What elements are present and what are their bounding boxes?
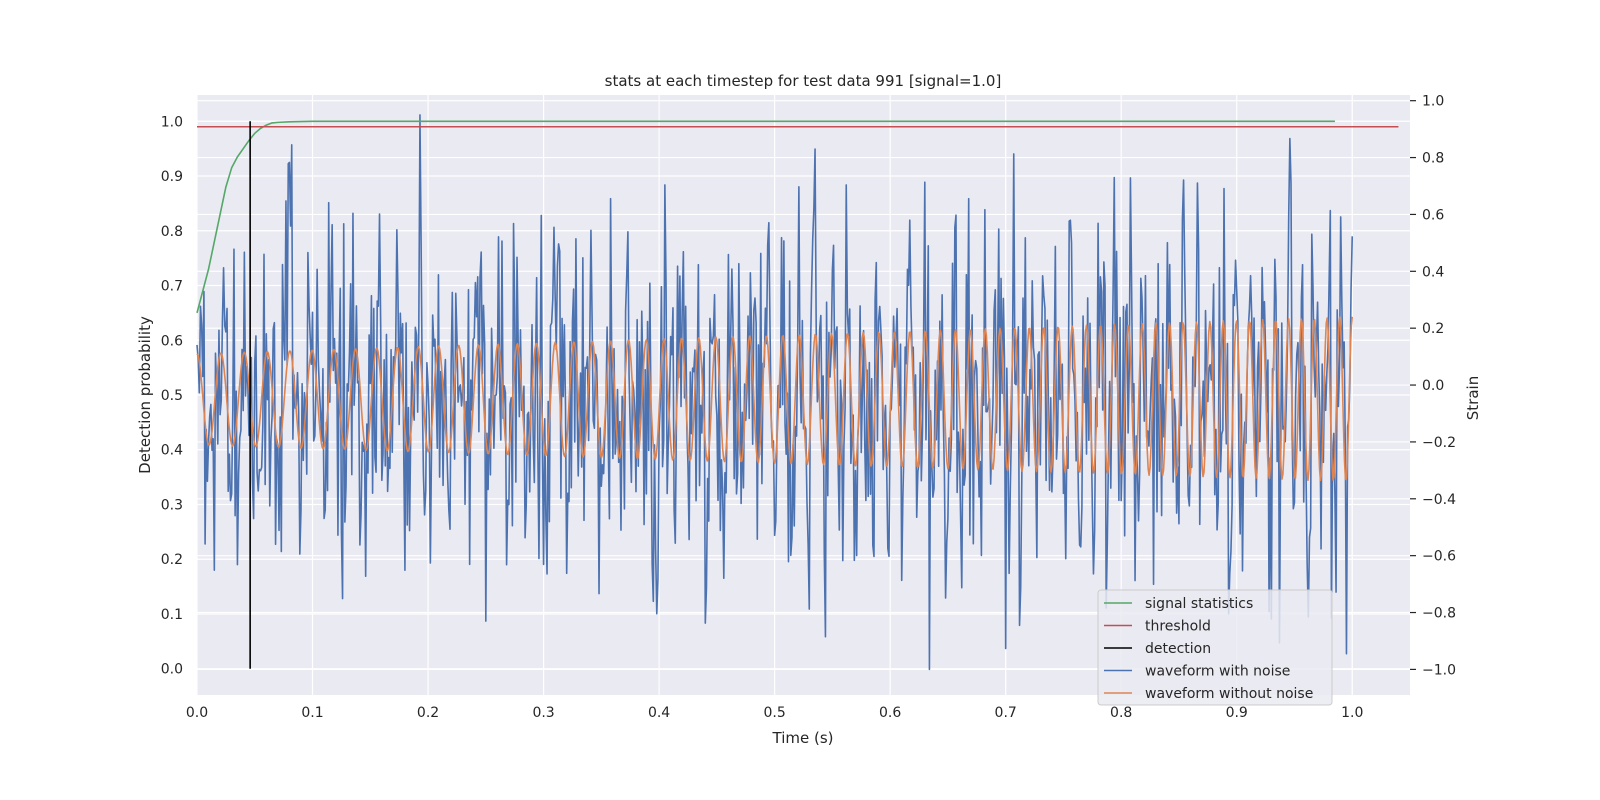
series-layer bbox=[196, 114, 1399, 671]
y-tick-label-left: 0.9 bbox=[161, 169, 183, 185]
series-line-signal-statistics bbox=[196, 120, 1335, 314]
x-tick-label: 0.1 bbox=[301, 705, 323, 721]
y-tick-label-left: 0.7 bbox=[161, 279, 183, 295]
x-tick-label: 0.3 bbox=[532, 705, 554, 721]
y-tick-label-right: −0.8 bbox=[1422, 606, 1456, 622]
chart-title: stats at each timestep for test data 991… bbox=[605, 72, 1002, 90]
legend-entry-label: threshold bbox=[1145, 619, 1211, 635]
y-tick-label-left: 0.3 bbox=[161, 497, 183, 513]
y-tick-label-right: 1.0 bbox=[1422, 94, 1444, 110]
ticks: 0.0 0.1 0.2 0.3 0.4 0.5 0.6 0.7 0.8 0.9 1.0 0.0 0.1 0… bbox=[161, 94, 1456, 721]
x-tick-label: 0.5 bbox=[763, 705, 785, 721]
y-tick-label-left: 1.0 bbox=[161, 114, 183, 130]
legend-box bbox=[1097, 589, 1333, 706]
y-axis-label-left: Detection probability bbox=[136, 316, 154, 474]
y-tick-label-right: 0.0 bbox=[1422, 378, 1444, 394]
y-tick-label-left: 0.2 bbox=[161, 552, 183, 568]
y-tick-label-left: 0.8 bbox=[161, 224, 183, 240]
y-tick-label-left: 0.4 bbox=[161, 443, 183, 459]
y-tick-label-right: −0.2 bbox=[1422, 435, 1456, 451]
legend-entry-label: waveform with noise bbox=[1145, 664, 1290, 680]
y-tick-label-right: 0.6 bbox=[1422, 207, 1444, 223]
legend: signal statistics threshold detection wavef… bbox=[1097, 589, 1333, 706]
x-tick-label: 1.0 bbox=[1341, 705, 1363, 721]
y-tick-label-right: 0.4 bbox=[1422, 264, 1444, 280]
series-line-waveform-without-noise bbox=[196, 316, 1354, 482]
x-tick-label: 0.6 bbox=[879, 705, 901, 721]
y-axis-label-right: Strain bbox=[1464, 376, 1482, 420]
y-tick-label-left: 0.6 bbox=[161, 333, 183, 349]
y-tick-label-right: 0.8 bbox=[1422, 151, 1444, 167]
legend-entry-label: detection bbox=[1145, 641, 1211, 657]
x-tick-label: 0.4 bbox=[648, 705, 670, 721]
y-tick-label-left: 0.0 bbox=[161, 662, 183, 678]
legend-entry-label: signal statistics bbox=[1145, 596, 1253, 612]
y-tick-label-right: 0.2 bbox=[1422, 321, 1444, 337]
x-tick-label: 0.9 bbox=[1226, 705, 1248, 721]
y-tick-label-right: −1.0 bbox=[1422, 662, 1456, 678]
y-tick-label-right: −0.6 bbox=[1422, 549, 1456, 565]
x-tick-label: 0.7 bbox=[995, 705, 1017, 721]
legend-entry-label: waveform without noise bbox=[1145, 686, 1313, 702]
x-axis-label: Time (s) bbox=[772, 729, 834, 747]
x-tick-label: 0.2 bbox=[417, 705, 439, 721]
x-tick-label: 0.8 bbox=[1110, 705, 1132, 721]
y-tick-label-right: −0.4 bbox=[1422, 492, 1456, 508]
x-tick-label: 0.0 bbox=[186, 705, 208, 721]
y-tick-label-left: 0.5 bbox=[161, 388, 183, 404]
series-line-waveform-with-noise bbox=[196, 114, 1354, 671]
y-tick-label-left: 0.1 bbox=[161, 607, 183, 623]
